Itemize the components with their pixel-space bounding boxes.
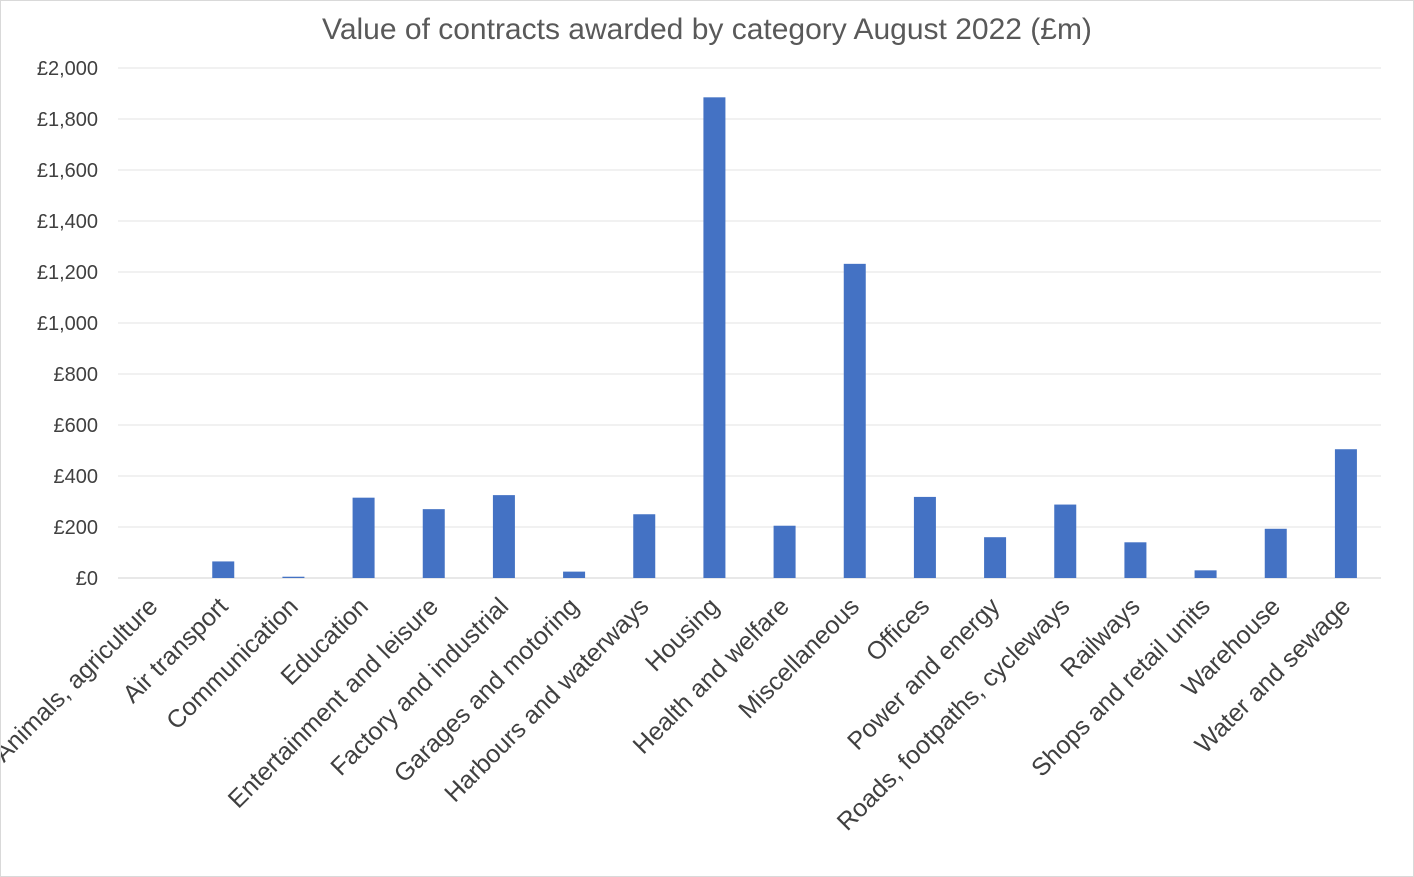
y-tick-label: £600 bbox=[54, 415, 99, 437]
bar bbox=[703, 97, 726, 578]
y-tick-label: £1,200 bbox=[37, 262, 98, 284]
bar bbox=[773, 525, 796, 578]
y-axis-tick-labels: £0 £200 £400 £600 £800 £1,000 £1,200 £1,400 £1,6… bbox=[37, 58, 98, 590]
bar bbox=[1194, 570, 1217, 578]
x-tick-label: Miscellaneous bbox=[733, 592, 865, 724]
bar bbox=[212, 561, 235, 578]
bar bbox=[563, 571, 586, 578]
bars bbox=[212, 97, 1357, 578]
y-tick-label: £0 bbox=[76, 568, 98, 590]
chart-title: Value of contracts awarded by category A… bbox=[322, 13, 1092, 46]
gridlines bbox=[118, 67, 1381, 579]
y-tick-label: £1,800 bbox=[37, 109, 98, 131]
bar bbox=[913, 496, 936, 578]
y-tick-label: £2,000 bbox=[37, 58, 98, 80]
bar bbox=[1264, 528, 1287, 578]
bar bbox=[492, 495, 515, 578]
bar bbox=[984, 537, 1007, 578]
y-tick-label: £1,600 bbox=[37, 160, 98, 182]
y-tick-label: £1,000 bbox=[37, 313, 98, 335]
bar bbox=[1334, 449, 1357, 578]
bar bbox=[282, 576, 305, 578]
y-tick-label: £400 bbox=[54, 466, 99, 488]
bar bbox=[1054, 504, 1077, 578]
y-tick-label: £1,400 bbox=[37, 211, 98, 233]
bar bbox=[633, 514, 656, 578]
y-tick-label: £800 bbox=[54, 364, 99, 386]
bar bbox=[1124, 542, 1147, 578]
y-tick-label: £200 bbox=[54, 517, 99, 539]
bar bbox=[843, 263, 866, 578]
bar bbox=[422, 509, 445, 578]
bar bbox=[352, 497, 375, 578]
